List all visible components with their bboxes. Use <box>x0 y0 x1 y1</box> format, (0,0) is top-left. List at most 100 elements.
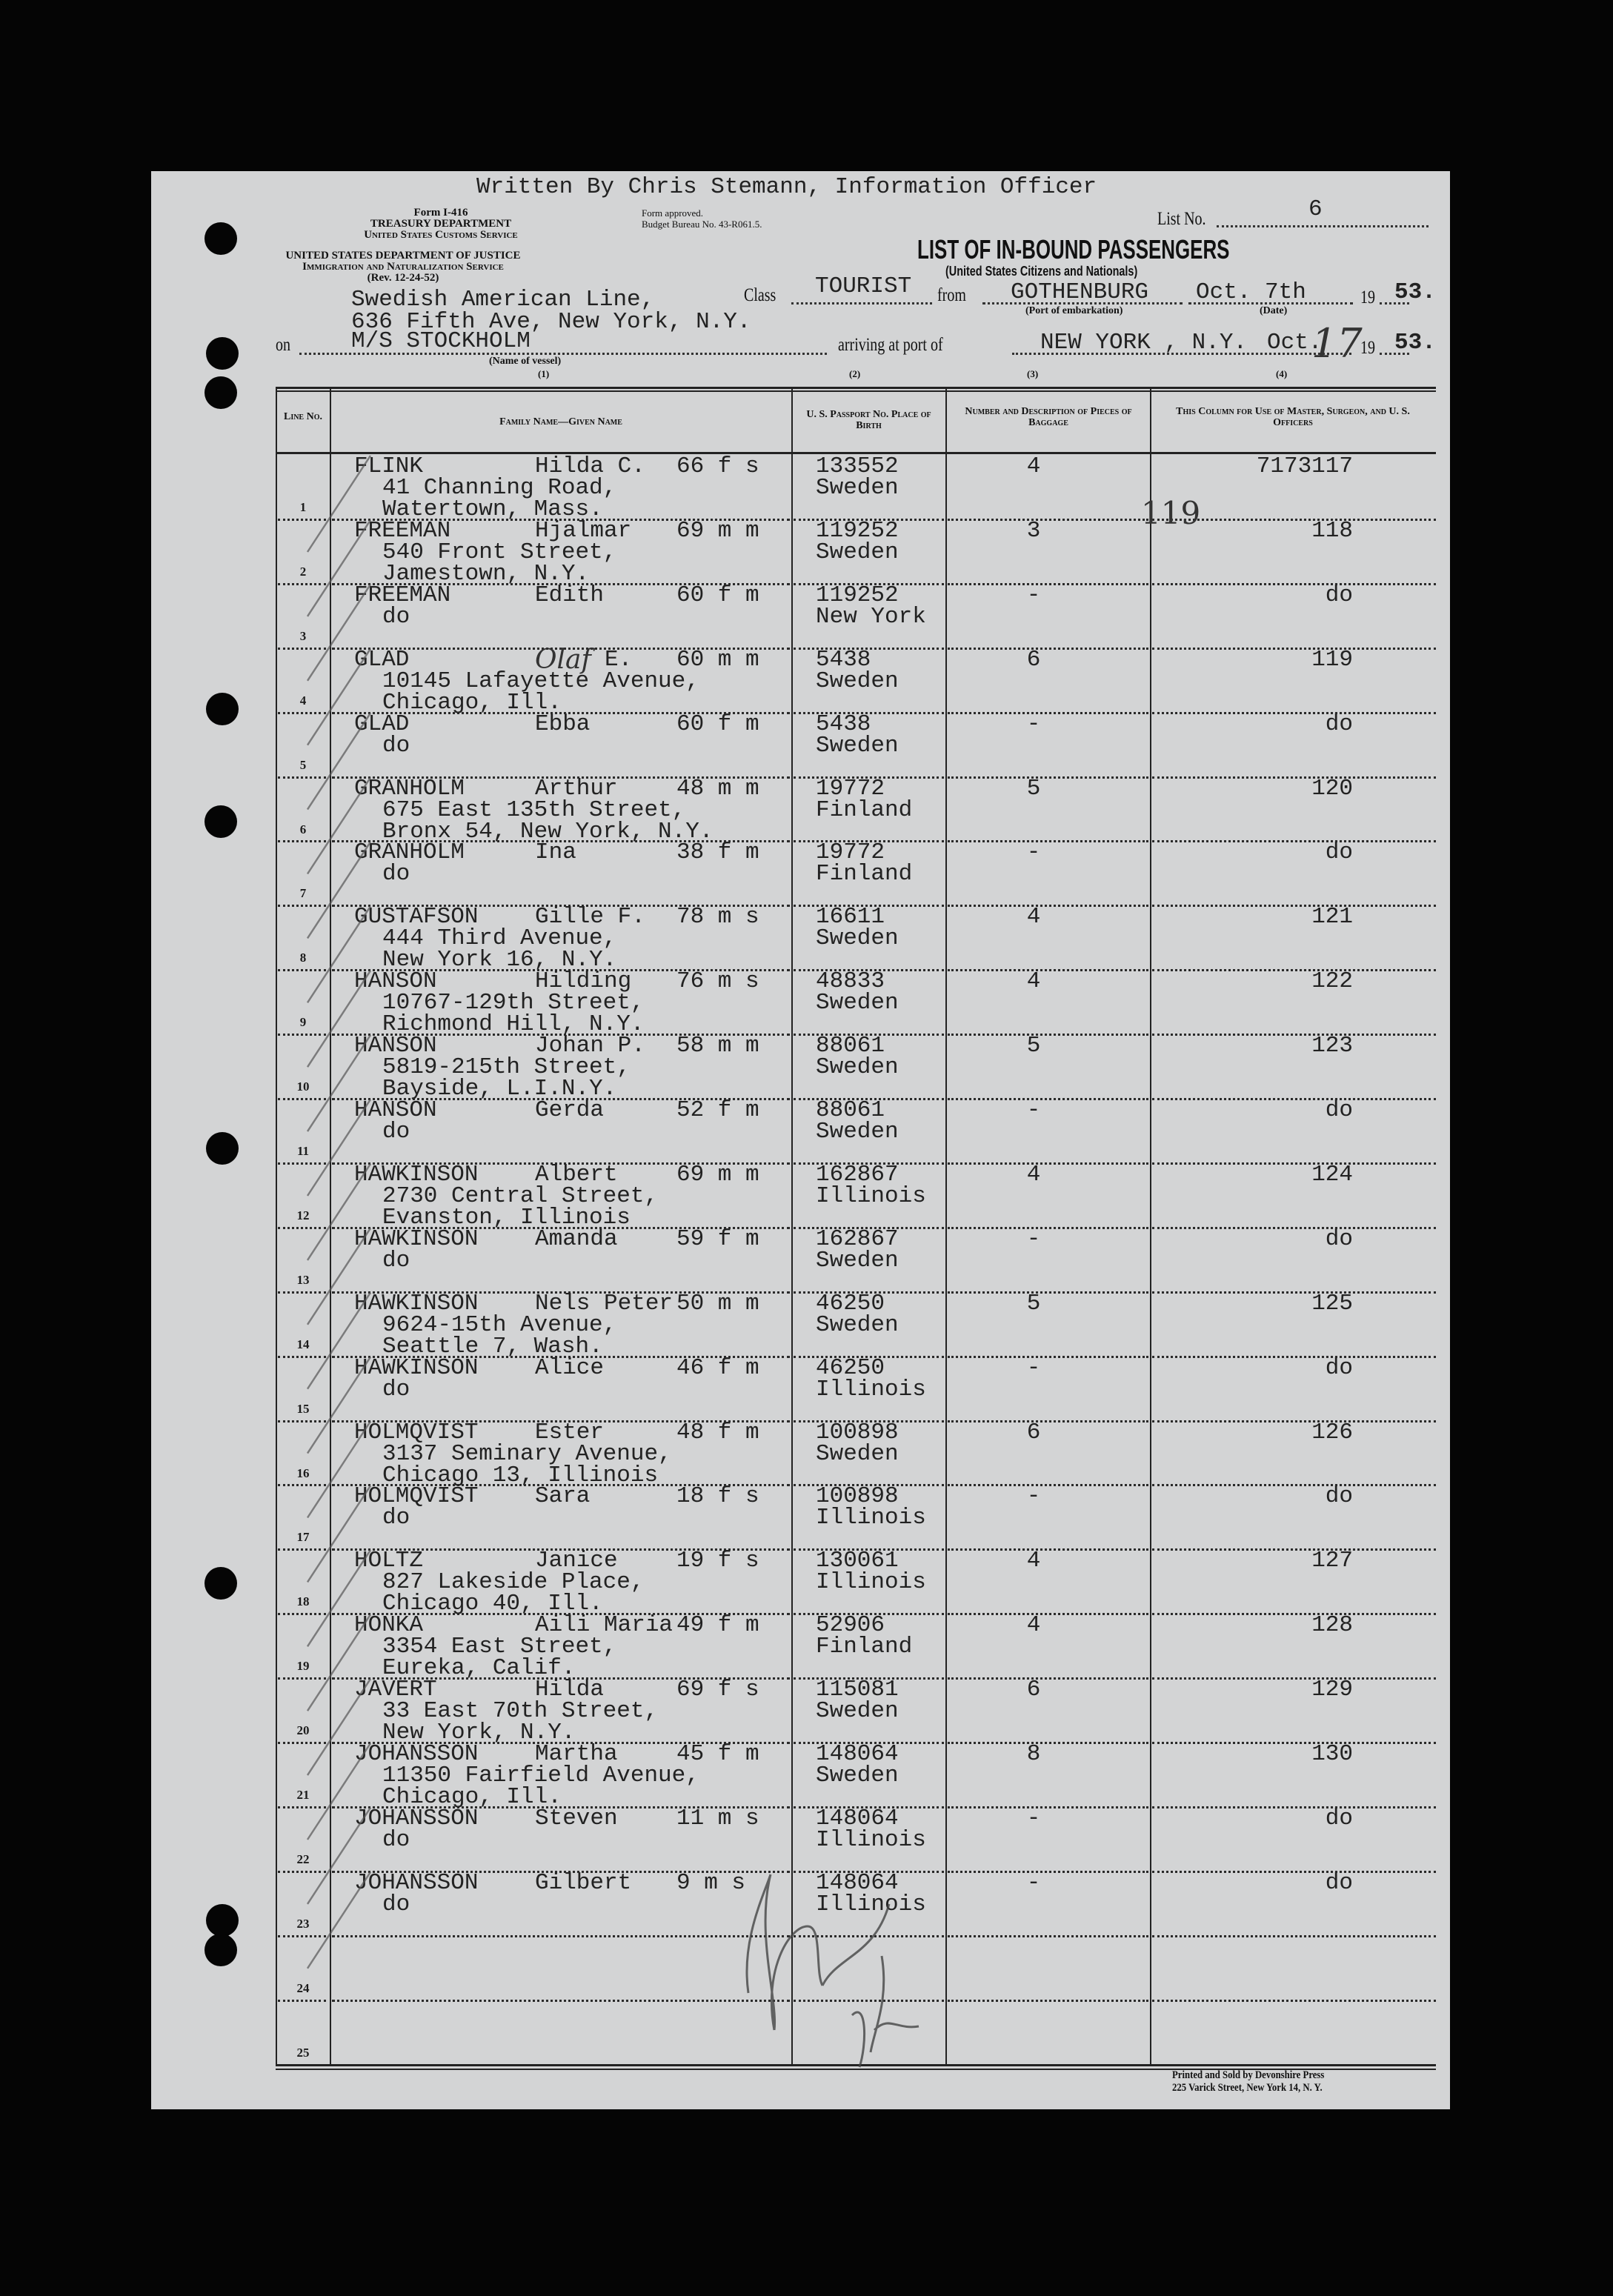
row-separator <box>1152 1934 1436 1937</box>
place-of-birth: Sweden <box>816 1054 899 1081</box>
row-separator <box>1152 582 1436 585</box>
row-separator <box>794 1291 944 1294</box>
passenger-address: do <box>382 603 410 630</box>
baggage-count: 5 <box>1026 1290 1041 1317</box>
check-mark <box>306 1356 372 1454</box>
row-separator <box>948 776 1148 779</box>
baggage-count: 4 <box>1026 904 1041 931</box>
line-number: 15 <box>296 1401 310 1416</box>
passport-number: 162867 <box>816 1161 899 1188</box>
baggage-count: 4 <box>1026 1161 1041 1188</box>
passport-number: 148064 <box>816 1869 899 1896</box>
check-mark <box>306 455 372 553</box>
age-sex-marital-status: 69 m m <box>676 517 759 544</box>
passenger-address: Richmond Hill, N.Y. <box>382 1011 645 1038</box>
check-mark <box>306 1485 372 1583</box>
line-number: 25 <box>296 2045 310 2060</box>
manifest-page <box>151 171 1450 2109</box>
passport-number: 133552 <box>816 453 899 479</box>
officer-number: do <box>1325 1805 1353 1831</box>
row-separator <box>332 1226 790 1229</box>
row-separator <box>332 1806 790 1808</box>
row-separator <box>278 1098 326 1100</box>
line-number: 18 <box>296 1594 310 1609</box>
passenger-surname: HAWKINSON <box>354 1354 479 1381</box>
row-separator <box>332 1999 790 2002</box>
punch-hole <box>204 1567 237 1600</box>
age-sex-marital-status: 52 f m <box>676 1097 759 1123</box>
passenger-address: 2730 Central Street, <box>382 1182 659 1209</box>
passenger-given-name: Janice <box>535 1548 618 1574</box>
age-sex-marital-status: 78 m s <box>676 904 759 931</box>
check-mark <box>306 519 372 617</box>
officer-number: 122 <box>1311 968 1353 995</box>
passenger-address: 9624-15th Avenue, <box>382 1311 617 1338</box>
row-separator <box>278 518 326 521</box>
row-separator <box>948 582 1148 585</box>
passenger-surname: JOHANSSON <box>354 1741 479 1767</box>
row-separator <box>948 1226 1148 1229</box>
row-separator <box>948 1162 1148 1165</box>
row-separator <box>948 969 1148 972</box>
year-prefix: 19 <box>1360 287 1375 307</box>
age-sex-marital-status: 76 m s <box>676 968 759 995</box>
row-separator <box>278 1226 326 1229</box>
officer-number: 7173117 <box>1256 453 1353 479</box>
passport-number: 88061 <box>816 1033 885 1059</box>
passenger-address: Chicago 40, Ill. <box>382 1591 603 1617</box>
place-of-birth: Sweden <box>816 539 899 565</box>
row-separator <box>1152 1420 1436 1422</box>
baggage-count: - <box>1026 1354 1041 1381</box>
baggage-count: 5 <box>1026 1033 1041 1059</box>
check-mark <box>306 1871 372 1969</box>
row-separator <box>948 1613 1148 1616</box>
officer-number: do <box>1325 711 1353 737</box>
row-separator <box>278 905 326 908</box>
agent-line-1: Swedish American Line, <box>351 287 655 313</box>
age-sex-marital-status: 60 m m <box>676 646 759 673</box>
row-separator <box>794 1806 944 1808</box>
row-separator <box>278 1034 326 1036</box>
row-separator <box>1152 1484 1436 1487</box>
column-header-officers: This Column for Use of Master, Surgeon, … <box>1176 406 1410 428</box>
treasury-department: TREASURY DEPARTMENT <box>370 218 512 230</box>
passenger-given-name: Albert <box>535 1161 618 1188</box>
row-separator <box>1152 1291 1436 1294</box>
check-mark <box>306 1678 372 1776</box>
row-separator <box>332 711 790 714</box>
passenger-address: Eureka, Calif. <box>382 1655 576 1682</box>
officer-number: 126 <box>1311 1419 1353 1445</box>
row-separator <box>332 1548 790 1551</box>
age-sex-marital-status: 46 f m <box>676 1354 759 1381</box>
baggage-count: - <box>1026 711 1041 737</box>
row-separator <box>794 1355 944 1358</box>
row-separator <box>278 1613 326 1616</box>
row-separator <box>794 1034 944 1036</box>
punch-hole <box>204 1934 237 1966</box>
passenger-address: Bronx 54, New York, N.Y. <box>382 818 714 845</box>
baggage-count: 4 <box>1026 968 1041 995</box>
line-number: 13 <box>296 1272 310 1287</box>
row-separator <box>948 1934 1148 1937</box>
passenger-surname: HAWKINSON <box>354 1290 479 1317</box>
row-separator <box>1152 1999 1436 2002</box>
age-sex-marital-status: 69 m m <box>676 1161 759 1188</box>
row-separator <box>1152 1355 1436 1358</box>
passport-number: 162867 <box>816 1225 899 1252</box>
baggage-count: 4 <box>1026 1548 1041 1574</box>
place-of-birth: Sweden <box>816 475 899 501</box>
printer-line-2: 225 Varick Street, New York 14, N. Y. <box>1172 2082 1323 2094</box>
row-separator <box>948 1355 1148 1358</box>
passport-number: 100898 <box>816 1419 899 1445</box>
place-of-birth: Finland <box>816 861 913 888</box>
row-separator <box>278 1420 326 1422</box>
age-sex-marital-status: 11 m s <box>676 1805 759 1831</box>
place-of-birth: Illinois <box>816 1505 926 1531</box>
passenger-surname: HAWKINSON <box>354 1161 479 1188</box>
line-number: 17 <box>296 1530 310 1545</box>
row-separator <box>278 840 326 843</box>
place-of-birth: Finland <box>816 796 913 823</box>
row-separator <box>948 711 1148 714</box>
line-number: 9 <box>299 1015 307 1030</box>
column-number-3: (3) <box>1027 368 1039 379</box>
